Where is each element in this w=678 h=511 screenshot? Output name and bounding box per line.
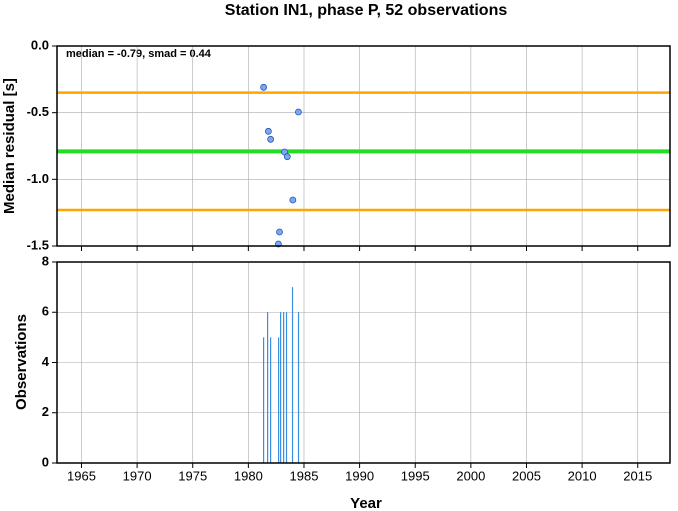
y-axis-label: Median residual [s]: [1, 78, 18, 214]
point: [276, 228, 283, 236]
bar: [267, 312, 269, 463]
bar: [285, 312, 288, 463]
x-tick-label: 1970: [123, 468, 152, 483]
x-tick-label: 1995: [401, 468, 430, 483]
chart-title: Station IN1, phase P, 52 observations: [225, 2, 508, 19]
y-axis-label: Observations: [13, 314, 30, 410]
y-tick-label: 8: [42, 253, 49, 268]
bar: [278, 337, 280, 463]
y-tick-label: 6: [42, 304, 49, 319]
bar: [283, 312, 285, 463]
y-tick-label: 0.0: [31, 37, 49, 52]
point: [289, 196, 297, 204]
y-tick-label: 2: [42, 404, 49, 419]
x-tick-label: 1985: [290, 468, 319, 483]
bar: [280, 312, 282, 463]
bar: [291, 287, 294, 463]
plot-frame: [56, 45, 671, 247]
point: [295, 108, 302, 116]
annotation: median = -0.79, smad = 0.44: [66, 48, 212, 60]
x-tick-label: 2015: [623, 468, 652, 483]
point: [260, 83, 267, 91]
y-tick-label: -1.5: [27, 237, 49, 252]
plot-frame: [56, 261, 671, 464]
y-tick-label: 0: [42, 454, 49, 469]
y-tick-label: 4: [42, 354, 50, 369]
x-tick-label: 2010: [568, 468, 597, 483]
x-tick-label: 1975: [178, 468, 207, 483]
x-tick-label: 1990: [345, 468, 374, 483]
x-tick-label: 1965: [67, 468, 96, 483]
x-tick-label: 1980: [234, 468, 263, 483]
x-tick-label: 2005: [512, 468, 541, 483]
bar: [297, 312, 300, 463]
x-axis-label: Year: [350, 495, 382, 511]
point: [283, 153, 291, 161]
point: [267, 135, 275, 143]
x-tick-label: 2000: [456, 468, 485, 483]
bar: [270, 337, 272, 463]
y-tick-label: -0.5: [27, 104, 49, 119]
y-tick-label: -1.0: [27, 171, 49, 186]
point: [264, 127, 272, 135]
bar: [262, 337, 265, 463]
